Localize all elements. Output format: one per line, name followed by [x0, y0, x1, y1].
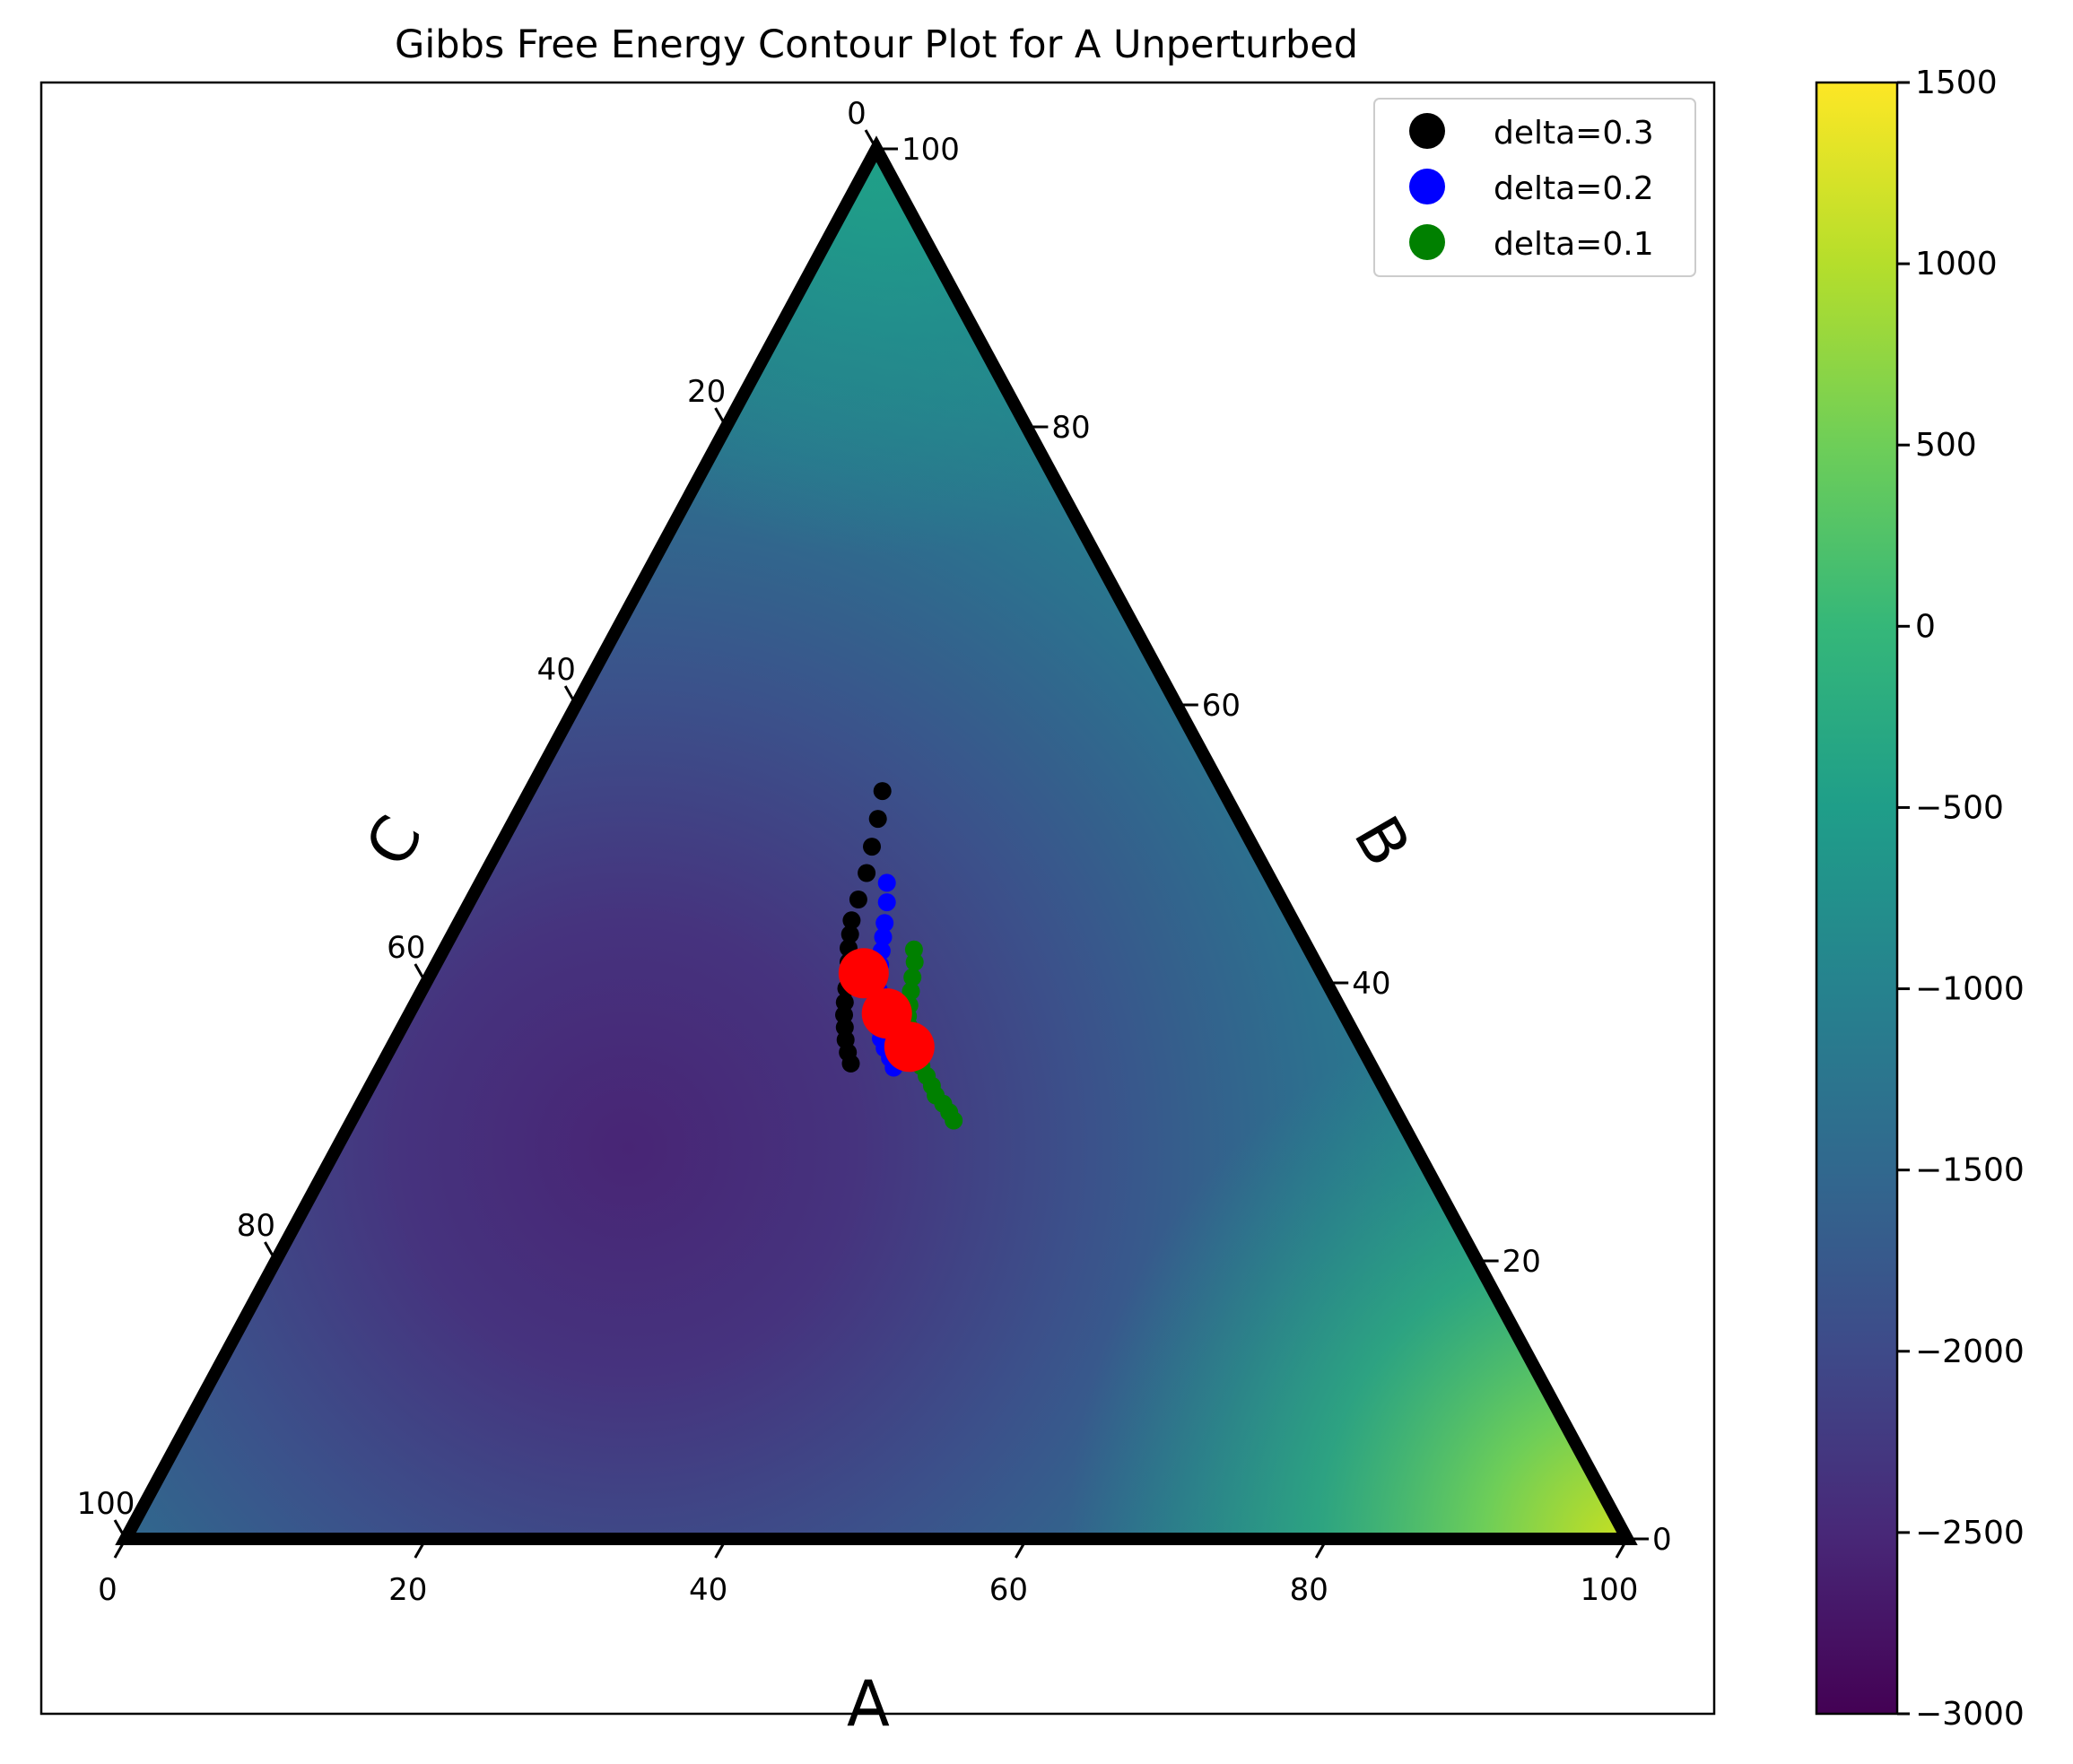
- colorbar-tick-label-9: −3000: [1915, 1696, 2025, 1733]
- data-marks: [835, 782, 963, 1130]
- legend-label-delta-0-2: delta=0.2: [1494, 170, 1654, 207]
- ternary-ticks: 0 20 40 60 80 100 0 20 40 60 80 100 0 20 40 60 80 100: [77, 96, 1672, 1608]
- axis-label-b: B: [1339, 804, 1424, 879]
- tick-c-60: [414, 963, 428, 984]
- tick-label-b-40: 40: [1352, 966, 1390, 1002]
- point-highlight-2: [884, 1021, 935, 1073]
- tick-label-c-20: 20: [687, 374, 726, 410]
- legend-box: [1373, 98, 1696, 277]
- colorbar-tick-label-5: −1000: [1915, 971, 2025, 1008]
- point-delta-0-3-0: [873, 782, 892, 801]
- tick-c-80: [264, 1241, 277, 1262]
- axis-label-c: C: [351, 804, 436, 878]
- tick-label-a-60: 60: [989, 1572, 1028, 1608]
- tick-c-0: [864, 129, 878, 150]
- legend-marker-delta-0-2: [1409, 169, 1445, 204]
- colorbar-tick-label-3: 0: [1915, 608, 1936, 645]
- plot-frame: [39, 81, 1716, 1716]
- legend-label-delta-0-1: delta=0.1: [1494, 226, 1654, 263]
- colorbar-tick-label-8: −2500: [1915, 1515, 2025, 1551]
- tick-c-40: [563, 685, 578, 706]
- colorbar-tick-label-6: −1500: [1915, 1152, 2025, 1189]
- tick-label-a-40: 40: [689, 1572, 727, 1608]
- tick-label-a-100: 100: [1581, 1572, 1639, 1608]
- tick-label-c-40: 40: [537, 652, 576, 688]
- point-delta-0-2-2: [875, 914, 894, 933]
- axis-label-a: A: [847, 1667, 890, 1741]
- colorbar-tick-label-0: 1500: [1915, 65, 1998, 101]
- tick-label-a-0: 0: [98, 1572, 118, 1608]
- colorbar: [1815, 81, 1899, 1716]
- tick-a-100: [1615, 1538, 1629, 1559]
- point-delta-0-2-1: [877, 893, 896, 912]
- tick-c-20: [714, 407, 727, 428]
- legend-marker-delta-0-3: [1409, 113, 1445, 149]
- point-delta-0-3-3: [858, 864, 876, 882]
- point-delta-0-3-2: [863, 838, 881, 856]
- point-delta-0-1-2: [903, 968, 922, 986]
- tick-label-b-20: 20: [1502, 1244, 1541, 1280]
- point-delta-0-1-16: [945, 1111, 963, 1130]
- tick-label-b-80: 80: [1051, 410, 1090, 446]
- legend-label-delta-0-3: delta=0.3: [1494, 115, 1654, 152]
- colorbar-tick-label-2: 500: [1915, 427, 1977, 464]
- tick-label-c-80: 80: [237, 1208, 275, 1244]
- tick-label-b-0: 0: [1652, 1522, 1672, 1558]
- point-delta-0-1-1: [905, 952, 924, 971]
- tick-a-0: [113, 1538, 127, 1559]
- tick-label-a-80: 80: [1290, 1572, 1328, 1608]
- legend-marker-delta-0-1: [1409, 224, 1445, 260]
- tick-label-c-60: 60: [387, 930, 425, 966]
- point-delta-0-2-0: [877, 873, 896, 892]
- colorbar-ticks: 1500 1000 500 0 −500 −1000 −1500 −2000 −2500 −300…: [1897, 65, 2025, 1733]
- tick-label-c-0: 0: [847, 96, 867, 132]
- tick-label-c-100: 100: [77, 1486, 135, 1522]
- point-delta-0-3-4: [849, 891, 867, 908]
- tick-a-80: [1314, 1538, 1328, 1559]
- chart-title: Gibbs Free Energy Contour Plot for A Unp…: [395, 22, 1358, 67]
- tick-a-40: [714, 1538, 727, 1559]
- point-delta-0-3-6: [841, 925, 859, 943]
- tick-a-60: [1015, 1538, 1028, 1559]
- ternary-boundary: [115, 135, 1638, 1545]
- tick-c-100: [113, 1519, 127, 1540]
- tick-label-a-20: 20: [388, 1572, 427, 1608]
- legend: delta=0.3 delta=0.2 delta=0.1: [1373, 98, 1696, 277]
- tick-label-b-60: 60: [1202, 688, 1241, 724]
- colorbar-tick-label-7: −2000: [1915, 1334, 2025, 1370]
- colorbar-tick-label-1: 1000: [1915, 246, 1998, 282]
- tick-label-b-100: 100: [901, 132, 960, 168]
- point-delta-0-1-3: [901, 982, 920, 1001]
- point-delta-0-3-1: [868, 810, 887, 829]
- point-highlight-0: [838, 948, 889, 999]
- point-delta-0-2-3: [874, 927, 893, 946]
- tick-a-20: [414, 1538, 428, 1559]
- point-delta-0-3-5: [842, 911, 861, 930]
- colorbar-tick-label-4: −500: [1915, 789, 2004, 826]
- point-delta-0-3-16: [841, 1054, 860, 1073]
